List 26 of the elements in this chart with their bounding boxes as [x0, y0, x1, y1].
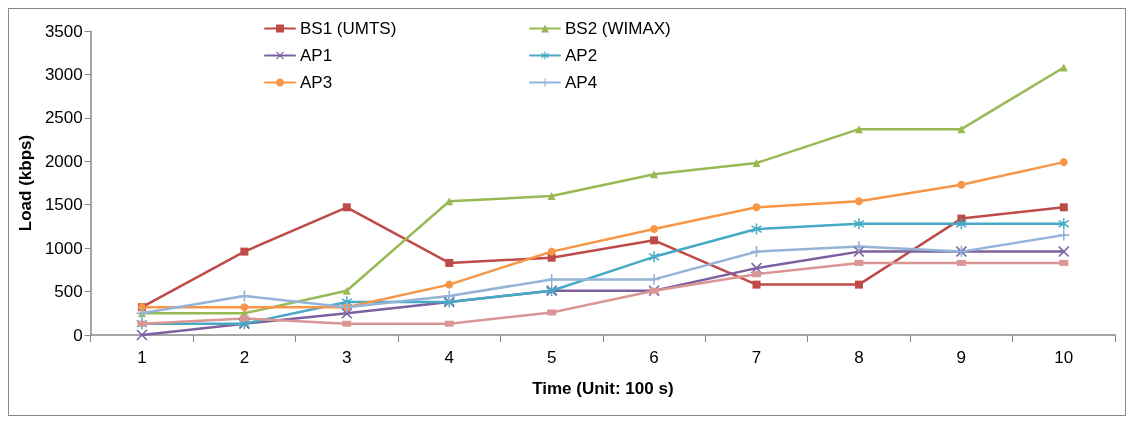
x-tick-label: 5	[546, 348, 557, 367]
x-tick-label: 3	[342, 348, 352, 367]
legend-label: AP1	[300, 46, 333, 65]
y-axis-title: Load (kbps)	[16, 134, 35, 232]
y-tick-label: 2000	[44, 151, 83, 171]
y-tick-label: 2500	[44, 108, 83, 128]
legend-label: AP3	[300, 73, 333, 92]
legend-label: AP2	[565, 46, 598, 65]
y-tick-label: 1500	[44, 195, 83, 215]
y-tick-label: 500	[54, 282, 83, 302]
x-tick-label: 4	[444, 348, 454, 367]
legend-label: BS2 (WIMAX)	[565, 19, 671, 38]
x-tick-label: 10	[1054, 348, 1074, 367]
x-tick-label: 2	[239, 348, 250, 367]
x-axis-title: Time (Unit: 100 s)	[532, 379, 674, 398]
legend-label: BS1 (UMTS)	[300, 19, 397, 38]
y-tick-label: 3000	[44, 64, 83, 84]
y-tick-label: 3500	[44, 21, 83, 41]
y-tick-label: 1000	[44, 238, 83, 258]
x-tick-label: 6	[649, 348, 659, 367]
x-tick-label: 1	[137, 348, 147, 367]
x-tick-label: 7	[751, 348, 762, 367]
x-tick-label: 8	[854, 348, 864, 367]
x-tick-label: 9	[956, 348, 967, 367]
y-tick-label: 0	[73, 325, 83, 345]
legend-label: AP4	[565, 73, 598, 92]
